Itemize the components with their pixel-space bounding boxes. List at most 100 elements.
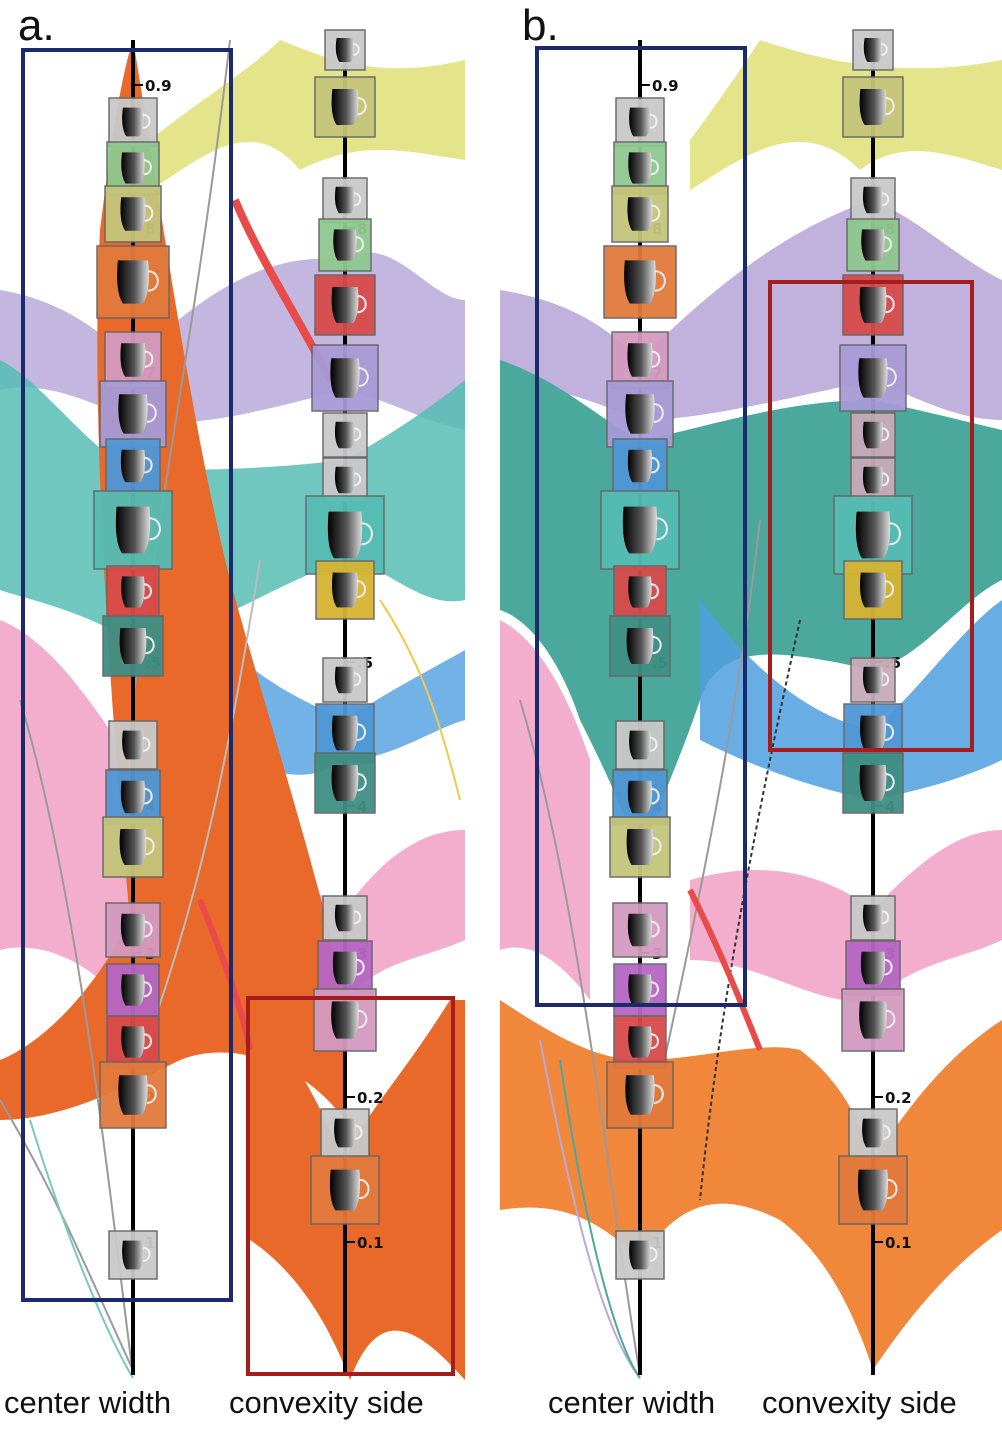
- mug-icon: [628, 576, 652, 608]
- object-thumbnail[interactable]: [613, 963, 667, 1017]
- mug-icon: [334, 1118, 356, 1148]
- mug-icon: [625, 1075, 655, 1115]
- object-thumbnail[interactable]: [845, 940, 901, 996]
- object-thumbnail[interactable]: [842, 76, 904, 138]
- object-thumbnail[interactable]: [105, 902, 161, 958]
- object-thumbnail[interactable]: [99, 380, 167, 448]
- object-thumbnail[interactable]: [841, 988, 905, 1052]
- object-thumbnail[interactable]: [322, 177, 368, 223]
- object-thumbnail[interactable]: [600, 490, 680, 570]
- object-thumbnail[interactable]: [315, 560, 375, 620]
- mug-icon: [121, 974, 145, 1006]
- mug-icon: [334, 421, 356, 449]
- object-thumbnail[interactable]: [852, 29, 894, 71]
- object-thumbnail[interactable]: [613, 1015, 667, 1069]
- mug-icon: [863, 38, 883, 62]
- mug-icon: [120, 449, 146, 483]
- mug-icon: [121, 152, 145, 184]
- object-thumbnail[interactable]: [611, 185, 669, 243]
- band-orange-b: [500, 1000, 1002, 1370]
- object-thumbnail[interactable]: [105, 438, 161, 494]
- highlight-box-a-convexity-side: [246, 996, 455, 1376]
- mug-icon: [334, 904, 356, 932]
- object-thumbnail[interactable]: [850, 412, 896, 458]
- object-thumbnail[interactable]: [104, 185, 162, 243]
- mug-icon: [622, 506, 658, 554]
- caption-a-center-width: center width: [4, 1385, 172, 1420]
- mug-icon: [626, 628, 654, 664]
- object-thumbnail[interactable]: [310, 1155, 380, 1225]
- object-thumbnail[interactable]: [102, 816, 164, 878]
- object-thumbnail[interactable]: [615, 720, 665, 770]
- tick-label: 0.2: [357, 1089, 384, 1107]
- object-thumbnail[interactable]: [93, 490, 173, 570]
- mug-icon: [115, 506, 151, 554]
- object-thumbnail[interactable]: [314, 76, 376, 138]
- axis-convexity-side: 8.5430.20.1: [305, 29, 385, 1375]
- object-thumbnail[interactable]: [105, 769, 161, 825]
- object-thumbnail[interactable]: [311, 344, 379, 412]
- object-thumbnail[interactable]: [850, 895, 896, 941]
- object-thumbnail[interactable]: [612, 902, 668, 958]
- mug-icon: [118, 394, 148, 434]
- object-thumbnail[interactable]: [609, 615, 671, 677]
- object-thumbnail[interactable]: [106, 565, 160, 619]
- object-thumbnail[interactable]: [843, 560, 903, 620]
- object-thumbnail[interactable]: [322, 457, 368, 503]
- mug-icon: [122, 730, 144, 760]
- object-thumbnail[interactable]: [613, 565, 667, 619]
- axis-center-width: 0.987.54321: [93, 40, 173, 1375]
- mug-icon: [627, 343, 653, 377]
- object-thumbnail[interactable]: [615, 1230, 665, 1280]
- object-thumbnail[interactable]: [838, 1155, 908, 1225]
- object-thumbnail[interactable]: [850, 657, 896, 703]
- object-thumbnail[interactable]: [322, 895, 368, 941]
- mug-icon: [629, 730, 651, 760]
- mug-icon: [859, 287, 887, 323]
- object-thumbnail[interactable]: [603, 245, 677, 319]
- mug-icon: [122, 107, 144, 137]
- object-thumbnail[interactable]: [108, 720, 158, 770]
- object-thumbnail[interactable]: [322, 657, 368, 703]
- tick-label: 0.9: [145, 77, 172, 95]
- object-thumbnail[interactable]: [611, 331, 669, 389]
- object-thumbnail[interactable]: [839, 344, 907, 412]
- object-thumbnail[interactable]: [846, 218, 900, 272]
- mug-icon: [121, 576, 145, 608]
- object-thumbnail[interactable]: [317, 940, 373, 996]
- mug-icon: [332, 951, 358, 985]
- object-thumbnail[interactable]: [106, 1015, 160, 1069]
- object-thumbnail[interactable]: [606, 380, 674, 448]
- object-thumbnail[interactable]: [612, 769, 668, 825]
- mug-icon: [331, 287, 359, 323]
- panel-a-letter: a.: [18, 1, 55, 50]
- object-thumbnail[interactable]: [104, 331, 162, 389]
- mug-icon: [859, 89, 887, 125]
- object-thumbnail[interactable]: [324, 29, 366, 71]
- object-thumbnail[interactable]: [609, 816, 671, 878]
- object-thumbnail[interactable]: [606, 1061, 674, 1129]
- panel-b-letter: b.: [522, 1, 559, 50]
- object-thumbnail[interactable]: [106, 963, 160, 1017]
- object-thumbnail[interactable]: [612, 438, 668, 494]
- mug-icon: [331, 1001, 359, 1039]
- object-thumbnail[interactable]: [318, 218, 372, 272]
- object-thumbnail[interactable]: [102, 615, 164, 677]
- mug-icon: [334, 466, 356, 494]
- object-thumbnail[interactable]: [314, 752, 376, 814]
- object-thumbnail[interactable]: [322, 412, 368, 458]
- object-thumbnail[interactable]: [615, 97, 665, 147]
- object-thumbnail[interactable]: [842, 274, 904, 336]
- object-thumbnail[interactable]: [848, 1108, 898, 1158]
- mug-icon: [120, 913, 146, 947]
- object-thumbnail[interactable]: [842, 752, 904, 814]
- object-thumbnail[interactable]: [850, 177, 896, 223]
- axes-layer: 0.987.543218.5430.20.10.987.543218.5430.…: [93, 29, 913, 1375]
- object-thumbnail[interactable]: [314, 274, 376, 336]
- object-thumbnail[interactable]: [108, 1230, 158, 1280]
- object-thumbnail[interactable]: [96, 245, 170, 319]
- object-thumbnail[interactable]: [850, 457, 896, 503]
- object-thumbnail[interactable]: [108, 97, 158, 147]
- object-thumbnail[interactable]: [320, 1108, 370, 1158]
- object-thumbnail[interactable]: [99, 1061, 167, 1129]
